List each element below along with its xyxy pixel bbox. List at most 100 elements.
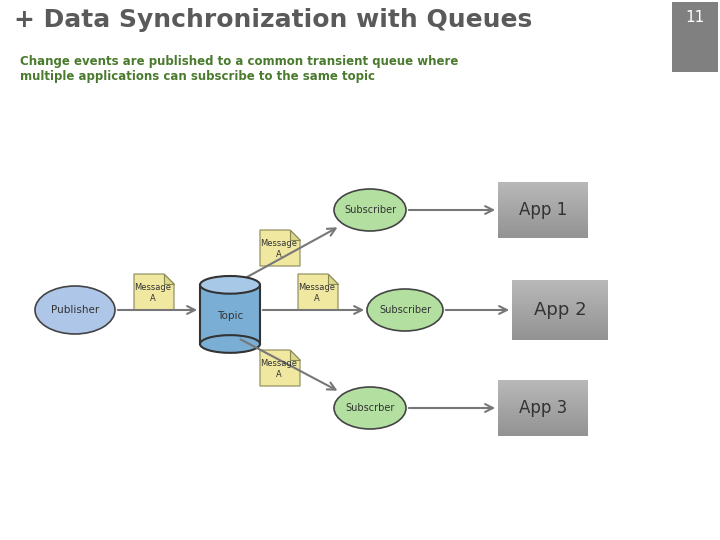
Polygon shape xyxy=(260,230,300,266)
Polygon shape xyxy=(328,274,338,284)
FancyBboxPatch shape xyxy=(512,320,608,322)
FancyBboxPatch shape xyxy=(498,415,588,417)
Ellipse shape xyxy=(334,387,406,429)
Text: Publisher: Publisher xyxy=(51,305,99,315)
FancyBboxPatch shape xyxy=(498,205,588,206)
FancyBboxPatch shape xyxy=(512,304,608,306)
FancyBboxPatch shape xyxy=(498,215,588,218)
FancyBboxPatch shape xyxy=(512,336,608,338)
FancyBboxPatch shape xyxy=(498,404,588,406)
Polygon shape xyxy=(298,274,338,310)
FancyBboxPatch shape xyxy=(498,386,588,388)
FancyBboxPatch shape xyxy=(512,314,608,316)
FancyBboxPatch shape xyxy=(498,214,588,215)
FancyBboxPatch shape xyxy=(498,228,588,231)
Text: Subscriber: Subscriber xyxy=(379,305,431,315)
FancyBboxPatch shape xyxy=(498,388,588,389)
FancyBboxPatch shape xyxy=(512,310,608,312)
FancyBboxPatch shape xyxy=(498,218,588,219)
FancyBboxPatch shape xyxy=(498,395,588,397)
FancyBboxPatch shape xyxy=(512,316,608,318)
FancyBboxPatch shape xyxy=(498,434,588,436)
FancyBboxPatch shape xyxy=(512,324,608,326)
Text: Message
A: Message A xyxy=(260,359,297,379)
FancyBboxPatch shape xyxy=(498,225,588,227)
FancyBboxPatch shape xyxy=(512,332,608,334)
FancyBboxPatch shape xyxy=(498,380,588,382)
FancyBboxPatch shape xyxy=(498,190,588,191)
FancyBboxPatch shape xyxy=(512,280,608,282)
Text: Message
A: Message A xyxy=(134,283,171,303)
FancyBboxPatch shape xyxy=(498,402,588,404)
FancyBboxPatch shape xyxy=(512,282,608,284)
Ellipse shape xyxy=(334,189,406,231)
FancyBboxPatch shape xyxy=(512,318,608,320)
FancyBboxPatch shape xyxy=(498,219,588,221)
FancyBboxPatch shape xyxy=(498,197,588,199)
FancyBboxPatch shape xyxy=(498,427,588,429)
FancyBboxPatch shape xyxy=(498,399,588,401)
FancyBboxPatch shape xyxy=(498,212,588,214)
FancyBboxPatch shape xyxy=(498,199,588,201)
FancyBboxPatch shape xyxy=(498,193,588,195)
FancyBboxPatch shape xyxy=(498,384,588,386)
FancyBboxPatch shape xyxy=(498,206,588,208)
FancyBboxPatch shape xyxy=(512,288,608,290)
FancyBboxPatch shape xyxy=(498,210,588,212)
FancyBboxPatch shape xyxy=(498,432,588,434)
FancyBboxPatch shape xyxy=(498,419,588,421)
FancyBboxPatch shape xyxy=(512,322,608,324)
FancyBboxPatch shape xyxy=(512,294,608,296)
Polygon shape xyxy=(290,350,300,360)
FancyBboxPatch shape xyxy=(498,232,588,234)
Text: Message
A: Message A xyxy=(260,239,297,259)
FancyBboxPatch shape xyxy=(512,308,608,310)
FancyBboxPatch shape xyxy=(498,187,588,190)
Text: + Data Synchronization with Queues: + Data Synchronization with Queues xyxy=(14,8,532,32)
Polygon shape xyxy=(290,230,300,240)
Ellipse shape xyxy=(200,335,260,353)
FancyBboxPatch shape xyxy=(498,234,588,236)
FancyBboxPatch shape xyxy=(498,408,588,410)
FancyBboxPatch shape xyxy=(512,338,608,340)
FancyBboxPatch shape xyxy=(512,330,608,332)
Polygon shape xyxy=(260,350,300,386)
FancyBboxPatch shape xyxy=(512,334,608,336)
FancyBboxPatch shape xyxy=(498,411,588,414)
FancyBboxPatch shape xyxy=(498,421,588,423)
FancyBboxPatch shape xyxy=(512,290,608,292)
Ellipse shape xyxy=(35,286,115,334)
FancyBboxPatch shape xyxy=(512,302,608,304)
FancyBboxPatch shape xyxy=(512,312,608,314)
FancyBboxPatch shape xyxy=(498,202,588,205)
FancyBboxPatch shape xyxy=(512,292,608,294)
FancyBboxPatch shape xyxy=(498,191,588,193)
FancyBboxPatch shape xyxy=(512,328,608,330)
FancyBboxPatch shape xyxy=(498,391,588,393)
FancyBboxPatch shape xyxy=(498,236,588,238)
FancyBboxPatch shape xyxy=(498,227,588,228)
FancyBboxPatch shape xyxy=(498,393,588,395)
FancyBboxPatch shape xyxy=(498,231,588,232)
FancyBboxPatch shape xyxy=(672,2,718,72)
FancyBboxPatch shape xyxy=(498,401,588,402)
FancyBboxPatch shape xyxy=(498,425,588,427)
FancyBboxPatch shape xyxy=(498,221,588,223)
FancyBboxPatch shape xyxy=(498,414,588,415)
FancyBboxPatch shape xyxy=(498,406,588,408)
Text: Subscriber: Subscriber xyxy=(344,205,396,215)
Polygon shape xyxy=(134,274,174,310)
FancyBboxPatch shape xyxy=(498,423,588,425)
Text: Change events are published to a common transient queue where
multiple applicati: Change events are published to a common … xyxy=(20,55,459,83)
FancyBboxPatch shape xyxy=(498,201,588,202)
FancyBboxPatch shape xyxy=(512,326,608,328)
Ellipse shape xyxy=(200,276,260,294)
FancyBboxPatch shape xyxy=(498,208,588,210)
Text: Subscrber: Subscrber xyxy=(346,403,395,413)
FancyBboxPatch shape xyxy=(498,389,588,391)
FancyBboxPatch shape xyxy=(498,417,588,419)
Text: App 2: App 2 xyxy=(534,301,586,319)
FancyBboxPatch shape xyxy=(498,430,588,432)
Polygon shape xyxy=(164,274,174,284)
FancyBboxPatch shape xyxy=(512,306,608,308)
